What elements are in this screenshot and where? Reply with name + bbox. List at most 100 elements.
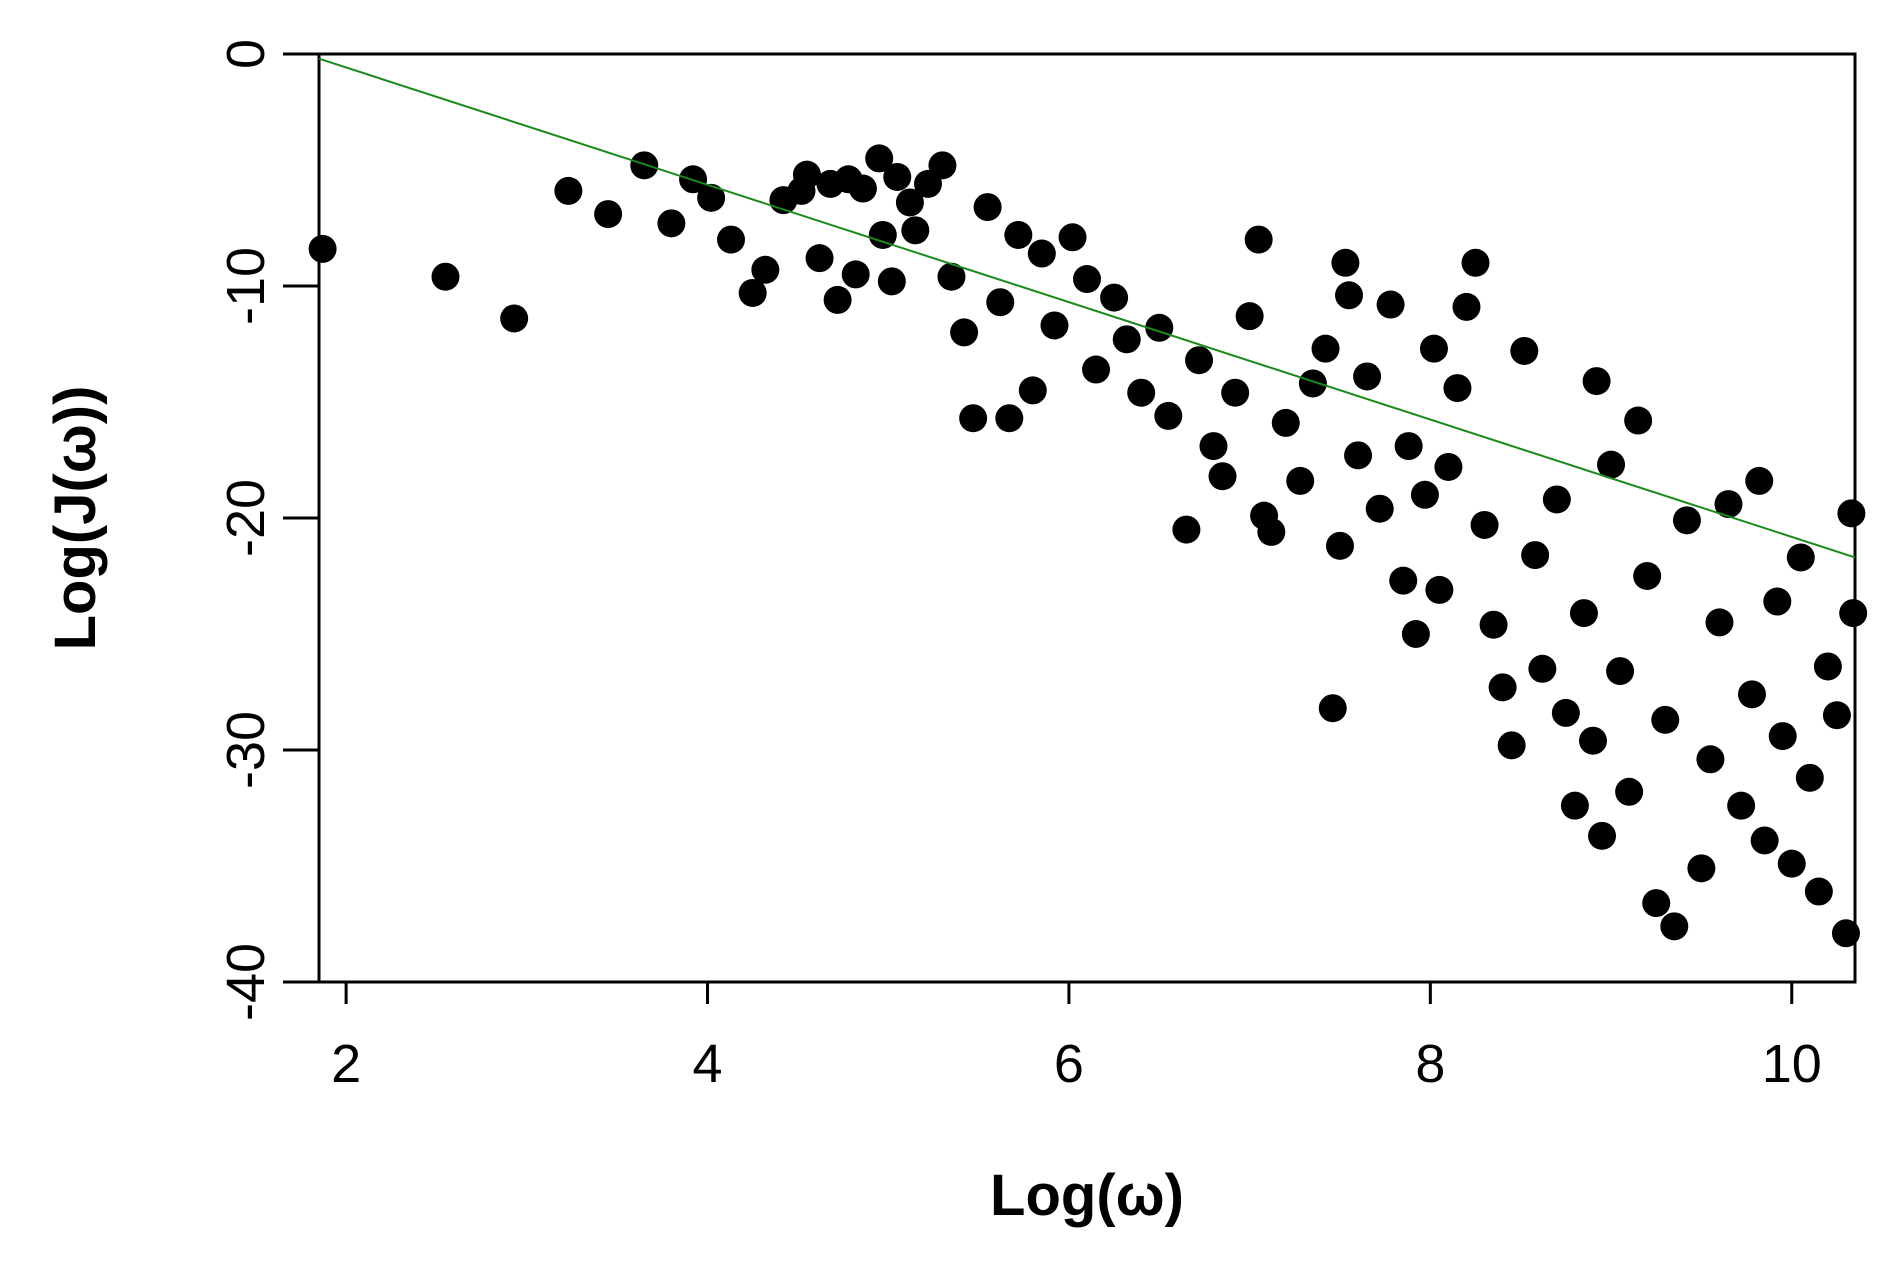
data-point — [1839, 599, 1868, 628]
data-point — [1615, 777, 1644, 806]
data-point — [554, 176, 583, 205]
data-point — [630, 151, 659, 180]
data-point — [1100, 283, 1129, 312]
data-point — [1642, 889, 1671, 918]
data-point — [1588, 821, 1617, 850]
x-axis: 2 4 6 8 10 — [331, 982, 1822, 1094]
data-point — [1672, 506, 1701, 535]
data-point — [865, 144, 894, 173]
data-point — [1521, 541, 1550, 570]
x-tick-label: 6 — [1054, 1034, 1084, 1094]
x-tick-label: 2 — [331, 1034, 361, 1094]
data-point — [1298, 369, 1327, 398]
data-point — [792, 160, 821, 189]
data-point — [1172, 515, 1201, 544]
data-point — [823, 285, 852, 314]
data-point — [1027, 239, 1056, 268]
data-point — [1837, 499, 1866, 528]
data-point — [883, 162, 912, 191]
data-point — [1376, 290, 1405, 319]
data-point — [1461, 248, 1490, 277]
data-point — [1737, 680, 1766, 709]
scatter-points — [308, 144, 1868, 948]
data-point — [1470, 510, 1499, 539]
data-point — [1510, 336, 1539, 365]
data-point — [1497, 731, 1526, 760]
data-point — [1419, 334, 1448, 363]
data-point — [1257, 517, 1286, 546]
y-tick-label: -20 — [216, 479, 276, 557]
data-point — [1831, 919, 1860, 948]
data-point — [1271, 408, 1300, 437]
data-point — [937, 262, 966, 291]
data-point — [1154, 401, 1183, 430]
data-point — [1353, 362, 1382, 391]
data-point — [431, 262, 460, 291]
data-point — [1795, 763, 1824, 792]
data-point — [1633, 562, 1662, 590]
y-tick-label: -30 — [216, 711, 276, 789]
data-point — [1624, 406, 1653, 435]
data-point — [1551, 698, 1580, 727]
data-point — [594, 200, 623, 229]
data-point — [1311, 334, 1340, 363]
data-point — [1443, 374, 1472, 403]
y-tick-label: 0 — [216, 39, 276, 69]
data-point — [1696, 745, 1725, 774]
data-point — [1335, 281, 1364, 310]
data-point — [697, 183, 726, 212]
data-point — [1804, 877, 1833, 906]
data-point — [1018, 376, 1047, 405]
data-point — [1488, 673, 1517, 702]
data-point — [1578, 726, 1607, 755]
data-point — [657, 209, 686, 238]
data-point — [1073, 265, 1101, 294]
data-point — [1199, 432, 1228, 461]
data-point — [1542, 485, 1571, 514]
data-point — [986, 288, 1015, 317]
data-point — [1777, 849, 1806, 878]
data-point — [1714, 490, 1743, 519]
data-point — [1528, 654, 1557, 683]
data-point — [1597, 450, 1626, 479]
data-point — [1389, 566, 1418, 595]
data-point — [1582, 367, 1611, 396]
data-point — [895, 188, 924, 217]
data-point — [1208, 462, 1237, 491]
data-point — [1786, 543, 1815, 572]
data-point — [950, 318, 979, 347]
x-tick-label: 10 — [1762, 1034, 1822, 1094]
data-point — [1331, 248, 1360, 277]
data-point — [751, 255, 780, 284]
data-point — [738, 278, 767, 307]
data-point — [1004, 220, 1033, 249]
data-point — [1325, 531, 1354, 560]
data-point — [1560, 791, 1589, 820]
data-point — [848, 174, 877, 203]
data-point — [1651, 705, 1680, 734]
plot-frame — [317, 52, 1857, 984]
data-point — [717, 225, 746, 254]
data-point — [1745, 466, 1774, 495]
data-point — [1822, 701, 1851, 730]
data-point — [901, 216, 930, 245]
data-point — [973, 193, 1002, 222]
data-point — [500, 304, 529, 333]
x-axis-title: Log(ω) — [990, 1163, 1184, 1228]
data-point — [1687, 854, 1716, 883]
data-point — [1244, 225, 1273, 254]
data-point — [1410, 480, 1439, 509]
y-tick-label: -10 — [216, 247, 276, 325]
data-point — [1434, 452, 1463, 481]
data-point — [805, 244, 834, 273]
data-point — [1185, 346, 1214, 375]
data-point — [928, 151, 957, 180]
data-point — [1727, 791, 1756, 820]
data-point — [1058, 223, 1087, 252]
x-tick-label: 8 — [1415, 1034, 1445, 1094]
y-axis-title: Log(J(ω)) — [43, 386, 108, 651]
data-point — [1344, 441, 1373, 470]
data-point — [1394, 432, 1423, 461]
fit-line — [318, 57, 1856, 559]
